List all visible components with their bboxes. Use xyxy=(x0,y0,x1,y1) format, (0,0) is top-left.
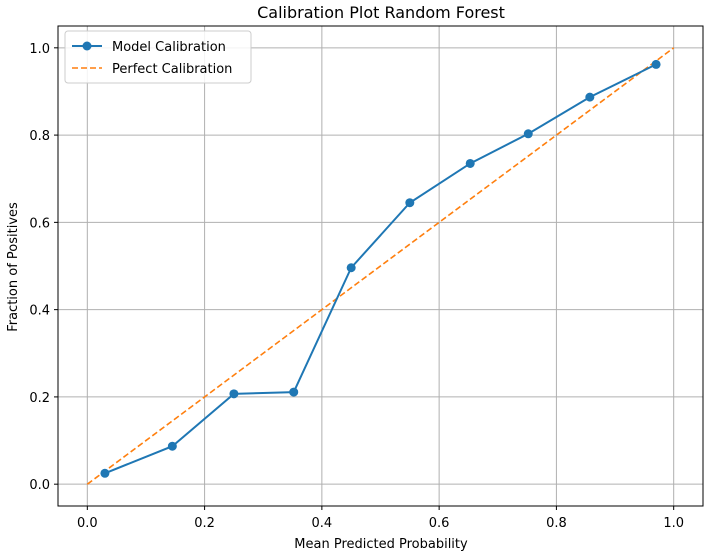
legend-perfect-label: Perfect Calibration xyxy=(112,62,232,77)
chart-title: Calibration Plot Random Forest xyxy=(257,3,505,22)
grid xyxy=(58,26,703,506)
series-layer xyxy=(86,47,675,485)
y-tick-label: 0.6 xyxy=(29,216,50,231)
x-tick-label: 0.6 xyxy=(429,516,450,531)
x-tick-label: 0.4 xyxy=(312,516,333,531)
y-tick-label: 0.0 xyxy=(29,478,50,493)
model-calibration-point xyxy=(346,263,356,273)
x-axis-label: Mean Predicted Probability xyxy=(294,537,468,552)
axis-ticks: 0.0 0.2 0.4 0.6 0.8 1.0 0.0 0.2 0.4 0.6 0.8 1.0 xyxy=(29,42,684,531)
model-calibration-point xyxy=(405,198,415,208)
y-tick-label: 0.4 xyxy=(29,304,50,319)
model-calibration-point xyxy=(651,59,661,69)
model-calibration-point xyxy=(465,158,475,168)
legend-box xyxy=(64,30,252,84)
model-calibration-line xyxy=(104,63,657,475)
model-calibration-point xyxy=(100,468,110,478)
x-tick-label: 0.8 xyxy=(546,516,567,531)
model-calibration-point xyxy=(289,387,299,397)
y-tick-label: 1.0 xyxy=(29,42,50,57)
perfect-calibration-line xyxy=(86,47,675,485)
model-calibration-point xyxy=(167,441,177,451)
legend: Model Calibration Perfect Calibration xyxy=(64,30,252,84)
model-calibration-point xyxy=(585,92,595,102)
x-tick-label: 1.0 xyxy=(663,516,684,531)
legend-model-marker xyxy=(82,41,92,51)
y-tick-label: 0.8 xyxy=(29,129,50,144)
x-tick-label: 0.0 xyxy=(77,516,98,531)
model-calibration-point xyxy=(229,389,239,399)
x-tick-label: 0.2 xyxy=(194,516,215,531)
plot-area xyxy=(57,25,704,507)
legend-model-label: Model Calibration xyxy=(112,40,226,55)
y-axis-label: Fraction of Positives xyxy=(6,202,21,332)
model-calibration-point xyxy=(523,129,533,139)
y-tick-label: 0.2 xyxy=(29,391,50,406)
